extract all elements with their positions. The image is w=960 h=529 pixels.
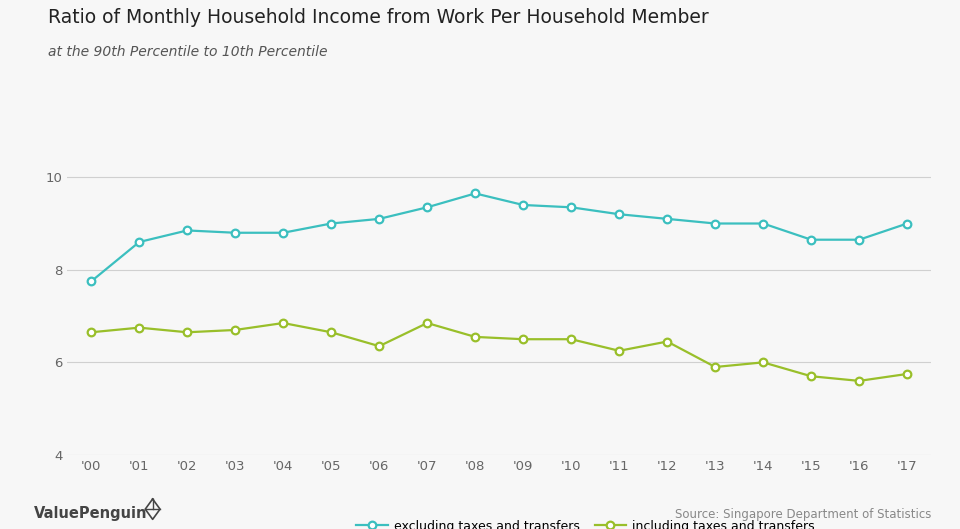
Text: at the 90th Percentile to 10th Percentile: at the 90th Percentile to 10th Percentil… [48,45,327,59]
Text: ValuePenguin: ValuePenguin [34,506,147,521]
Text: Source: Singapore Department of Statistics: Source: Singapore Department of Statisti… [675,508,931,521]
Text: Ratio of Monthly Household Income from Work Per Household Member: Ratio of Monthly Household Income from W… [48,8,708,27]
Legend: excluding taxes and transfers, including taxes and transfers: excluding taxes and transfers, including… [351,515,820,529]
